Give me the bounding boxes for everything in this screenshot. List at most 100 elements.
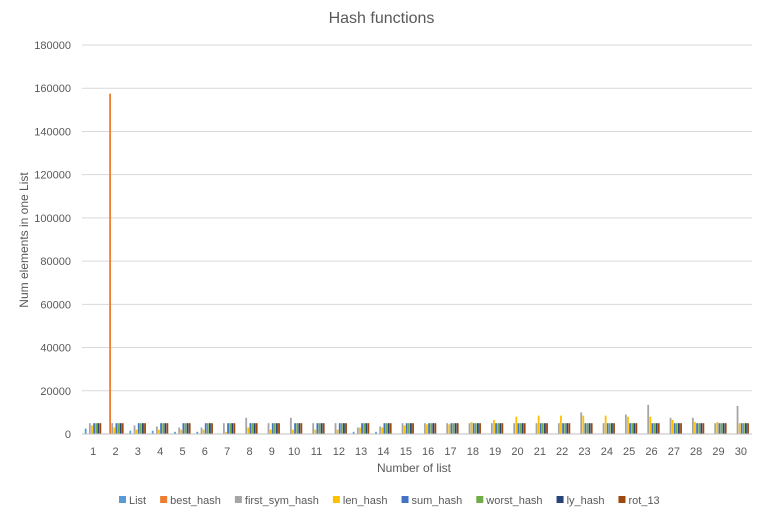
bar-rot-13-22	[568, 423, 571, 434]
bar-ly-hash-14	[387, 423, 390, 434]
legend-label-rot-13: rot_13	[628, 495, 659, 507]
bar-rot-13-5	[188, 423, 191, 434]
bar-worst-hash-20	[519, 423, 522, 434]
bar-ly-hash-10	[298, 423, 301, 434]
legend: List best_hash first_sym_hash len_hash sum_h…	[119, 495, 660, 507]
bars	[84, 93, 749, 435]
bar-len-hash-4	[158, 429, 160, 434]
x-tick-label: 15	[400, 446, 412, 458]
y-tick-label: 40000	[40, 343, 71, 355]
x-tick-label: 6	[202, 446, 208, 458]
bar-len-hash-26	[649, 416, 652, 434]
bar-first-sym-hash-29	[714, 423, 717, 434]
bar-worst-hash-13	[363, 423, 366, 434]
bar-rot-13-7	[233, 423, 236, 434]
bar-sum-hash-16	[428, 423, 430, 434]
bar-worst-hash-22	[564, 423, 567, 434]
bar-List-1	[84, 428, 87, 434]
bar-worst-hash-6	[206, 423, 209, 434]
x-tick-label: 30	[735, 446, 747, 458]
bar-worst-hash-14	[385, 423, 388, 434]
bar-len-hash-19	[493, 419, 495, 434]
bar-worst-hash-7	[229, 423, 232, 434]
bar-ly-hash-23	[588, 423, 591, 434]
bar-ly-hash-25	[633, 423, 636, 434]
bar-worst-hash-11	[318, 423, 321, 434]
bar-List-4	[151, 430, 154, 434]
y-tick-label: 20000	[40, 386, 71, 398]
bar-sum-hash-7	[227, 423, 229, 434]
bar-first-sym-hash-17	[446, 423, 449, 434]
x-tick-label: 12	[333, 446, 345, 458]
bar-ly-hash-13	[365, 423, 368, 434]
bar-first-sym-hash-22	[557, 423, 560, 434]
bar-sum-hash-2	[115, 423, 118, 434]
x-tick-label: 17	[444, 446, 456, 458]
bar-first-sym-hash-20	[513, 423, 516, 434]
bar-len-hash-20	[515, 416, 518, 434]
bar-sum-hash-12	[338, 423, 341, 434]
bar-worst-hash-15	[407, 423, 410, 434]
y-tick-label: 140000	[34, 126, 71, 138]
bar-rot-13-8	[255, 423, 258, 434]
x-tick-label: 18	[467, 446, 479, 458]
bar-first-sym-hash-5	[178, 427, 181, 434]
bar-sum-hash-5	[182, 423, 185, 434]
bar-rot-13-2	[121, 423, 124, 434]
bar-ly-hash-29	[722, 423, 725, 434]
x-tick-label: 16	[422, 446, 434, 458]
bar-sum-hash-24	[606, 423, 609, 434]
bar-sum-hash-27	[673, 423, 676, 434]
bar-first-sym-hash-18	[468, 423, 471, 434]
bar-sum-hash-10	[294, 423, 296, 434]
x-tick-label: 3	[135, 446, 141, 458]
bar-rot-13-20	[523, 423, 526, 434]
bar-len-hash-6	[202, 429, 205, 434]
bar-worst-hash-12	[340, 423, 343, 434]
bar-sum-hash-14	[383, 423, 386, 434]
legend-label-worst-hash: worst_hash	[485, 495, 542, 507]
bar-len-hash-2	[113, 427, 116, 434]
bar-worst-hash-2	[117, 423, 120, 434]
bar-rot-13-27	[680, 423, 682, 434]
bar-sum-hash-20	[517, 423, 520, 434]
bar-len-hash-7	[225, 431, 227, 434]
chart-title: Hash functions	[329, 10, 435, 27]
legend-swatch-worst-hash	[476, 496, 484, 503]
bar-len-hash-27	[671, 419, 674, 434]
bar-len-hash-11	[314, 429, 317, 434]
bar-rot-13-21	[546, 423, 548, 434]
bar-sum-hash-6	[204, 423, 207, 434]
bar-rot-13-16	[434, 423, 437, 434]
bar-ly-hash-12	[343, 423, 345, 434]
legend-swatch-len-hash	[332, 496, 340, 503]
bar-rot-13-13	[367, 423, 370, 434]
bar-ly-hash-4	[164, 423, 167, 434]
bar-rot-13-11	[322, 423, 325, 434]
x-tick-label: 26	[645, 446, 657, 458]
bar-worst-hash-21	[541, 423, 544, 434]
bar-worst-hash-3	[139, 423, 142, 434]
bar-rot-13-9	[278, 423, 280, 434]
bar-len-hash-12	[336, 429, 339, 434]
bar-worst-hash-30	[742, 423, 745, 434]
bar-first-sym-hash-7	[222, 423, 225, 434]
bar-len-hash-5	[180, 429, 183, 434]
bar-rot-13-3	[144, 423, 146, 434]
bar-ly-hash-1	[97, 423, 100, 434]
bar-sum-hash-23	[584, 423, 587, 434]
bar-ly-hash-21	[544, 423, 546, 434]
y-tick-label: 180000	[34, 40, 71, 52]
legend-label-List: List	[129, 495, 146, 507]
bar-ly-hash-18	[477, 423, 479, 434]
bar-sum-hash-4	[160, 423, 162, 434]
bar-len-hash-15	[403, 425, 406, 434]
x-tick-label: 11	[311, 446, 322, 458]
bar-first-sym-hash-26	[647, 404, 650, 434]
legend-label-first-sym-hash: first_sym_hash	[245, 495, 319, 507]
bar-rot-13-23	[590, 423, 593, 434]
bar-first-sym-hash-21	[535, 423, 538, 434]
bar-len-hash-22	[560, 415, 562, 434]
x-tick-label: 22	[556, 446, 568, 458]
bar-len-hash-18	[470, 422, 473, 434]
